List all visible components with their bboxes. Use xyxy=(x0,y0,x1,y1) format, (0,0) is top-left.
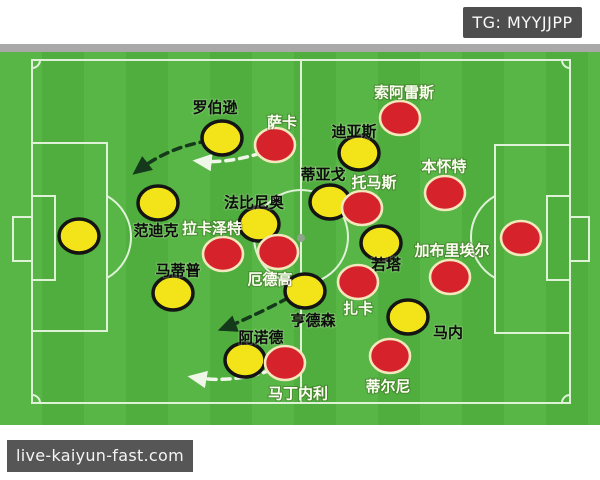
player-label: 索阿雷斯 xyxy=(374,84,434,102)
player-token-red xyxy=(499,219,543,257)
player-token-red xyxy=(340,189,384,227)
movement-arrows xyxy=(132,139,290,389)
player-label: 蒂亚戈 xyxy=(300,166,345,184)
player-label: 加布里埃尔 xyxy=(413,242,489,260)
player-token-yellow xyxy=(337,134,381,172)
movement-arrow xyxy=(132,139,210,175)
player-label: 迪亚斯 xyxy=(331,123,376,141)
player-label: 亨德森 xyxy=(290,312,336,330)
corner-arc-bottom-right xyxy=(561,394,571,404)
pitch-lines xyxy=(12,59,590,404)
movement-arrow xyxy=(192,151,263,172)
player-token-red xyxy=(253,126,297,164)
player-label: 厄德高 xyxy=(247,271,292,289)
left-six-yard-box xyxy=(31,195,56,281)
player-label: 法比尼奥 xyxy=(224,194,285,212)
player-token-red xyxy=(336,263,380,301)
right-penalty-arc xyxy=(469,195,496,279)
movement-arrow xyxy=(217,296,290,332)
left-penalty-arc xyxy=(106,195,133,279)
player-label: 本怀特 xyxy=(421,158,466,176)
corner-arc-bottom-left xyxy=(31,394,41,404)
player-token-yellow xyxy=(283,272,327,310)
player-token-yellow xyxy=(57,217,101,255)
player-token-yellow xyxy=(136,184,180,222)
player-token-yellow xyxy=(386,298,430,336)
player-token-red xyxy=(256,233,300,271)
right-six-yard-box xyxy=(546,195,571,281)
corner-arc-top-right xyxy=(561,59,571,69)
player-token-red xyxy=(378,99,422,137)
player-token-red xyxy=(368,337,412,375)
player-label: 马蒂普 xyxy=(155,262,200,280)
player-token-red xyxy=(428,258,472,296)
player-label: 范迪克 xyxy=(133,222,178,240)
center-spot xyxy=(297,234,305,242)
player-token-yellow xyxy=(359,224,403,262)
player-label: 蒂尔尼 xyxy=(365,378,410,396)
player-token-yellow xyxy=(151,274,195,312)
player-token-red xyxy=(201,235,245,273)
player-label: 托马斯 xyxy=(351,174,396,192)
player-label: 萨卡 xyxy=(267,114,297,132)
player-token-red xyxy=(423,174,467,212)
player-token-yellow xyxy=(200,119,244,157)
top-divider xyxy=(0,44,600,52)
player-label: 扎卡 xyxy=(343,300,373,318)
tg-watermark: TG: MYYJJPP xyxy=(463,7,582,38)
player-label: 若塔 xyxy=(370,256,402,274)
left-goal xyxy=(12,216,33,262)
corner-arc-top-left xyxy=(31,59,41,69)
player-token-yellow xyxy=(223,341,267,379)
player-token-red xyxy=(263,344,307,382)
player-label: 马丁内利 xyxy=(268,385,328,403)
player-label: 罗伯逊 xyxy=(192,99,237,117)
site-watermark: live-kaiyun-fast.com xyxy=(7,440,193,472)
player-token-yellow xyxy=(237,205,281,243)
player-label: 马内 xyxy=(433,324,463,342)
player-label: 拉卡泽特 xyxy=(182,220,242,238)
movement-arrow xyxy=(187,368,273,389)
right-goal xyxy=(569,216,590,262)
player-label: 阿诺德 xyxy=(238,329,283,347)
